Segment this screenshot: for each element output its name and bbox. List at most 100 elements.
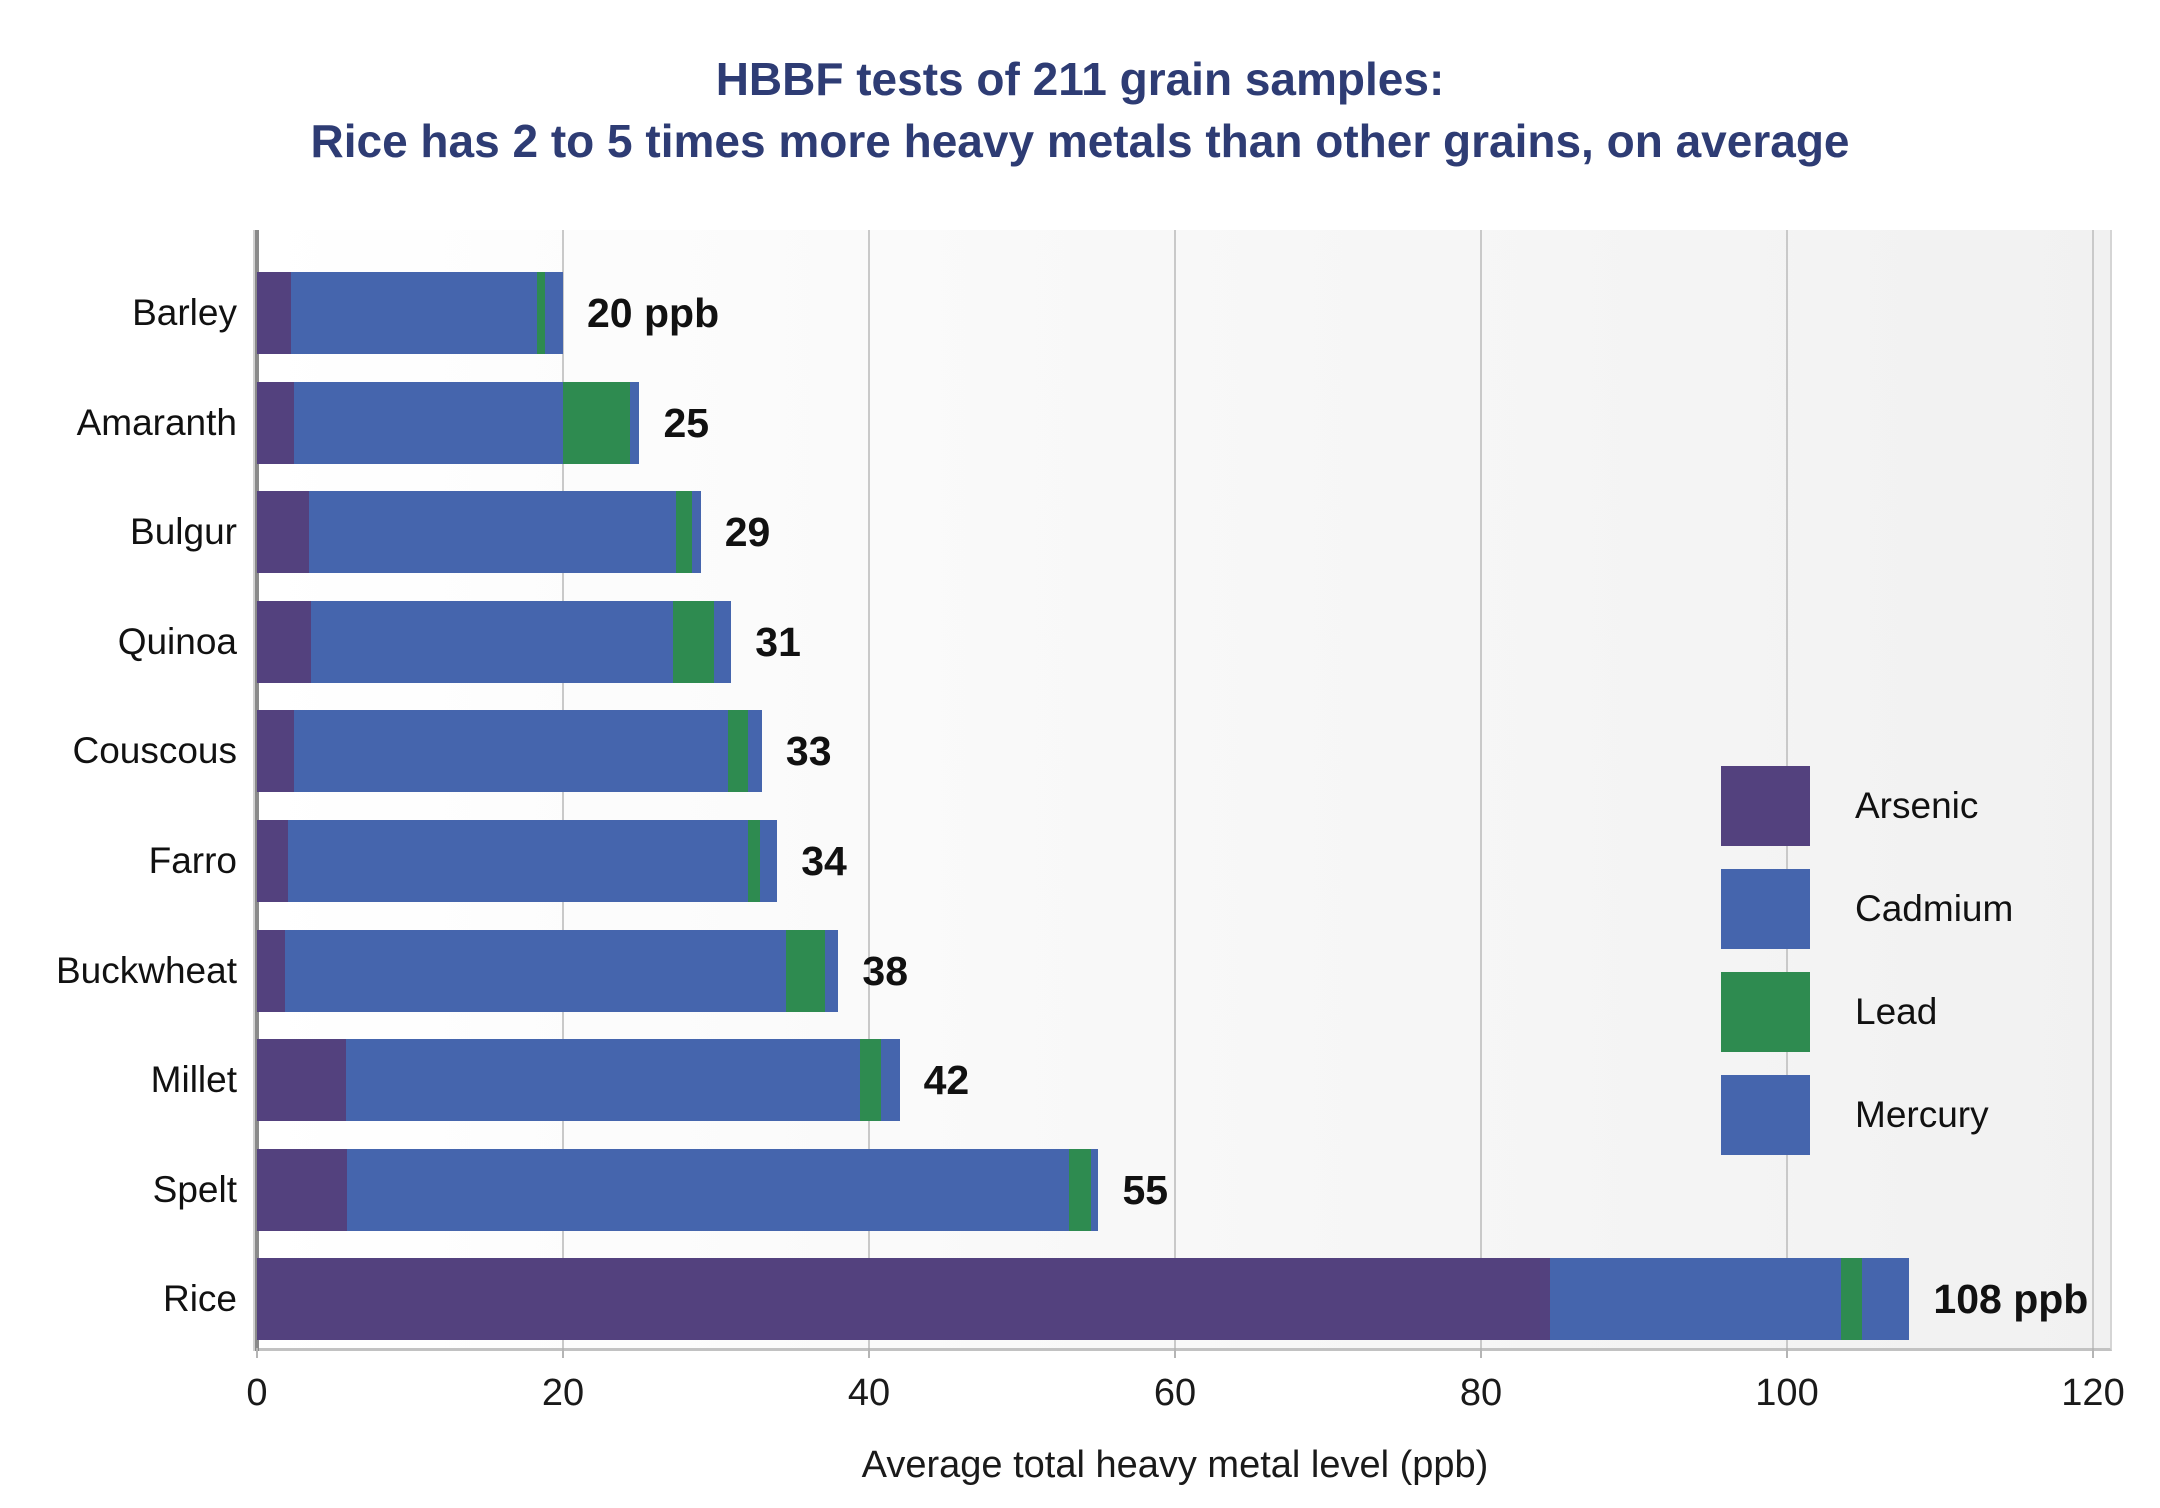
bar-segment-mercury: [824, 929, 839, 1012]
bar-segment-arsenic: [257, 1148, 348, 1231]
legend-swatch-cadmium: [1721, 869, 1810, 949]
bar-segment-arsenic: [257, 1258, 1550, 1341]
x-tick-label: 60: [1153, 1372, 1197, 1414]
bar-value-label: 38: [862, 947, 908, 994]
bar-segment-lead: [786, 929, 825, 1012]
bar-segment-cadmium: [345, 1039, 860, 1122]
category-label: Millet: [150, 1059, 237, 1101]
bar-value-label: 20 ppb: [587, 290, 720, 336]
bar-row: [257, 1258, 1910, 1341]
x-axis-tick: [1174, 1348, 1176, 1358]
gridline: [1480, 230, 1482, 1348]
bar-segment-cadmium: [290, 272, 537, 354]
bar-value-label: 55: [1122, 1166, 1169, 1213]
bar-segment-lead: [728, 710, 749, 793]
bar-segment-lead: [673, 600, 715, 683]
bar-row: [257, 491, 701, 574]
legend-swatch-mercury: [1721, 1075, 1810, 1155]
legend-label: Lead: [1855, 991, 1938, 1032]
bar-segment-arsenic: [257, 272, 291, 354]
bar-segment-arsenic: [257, 491, 310, 574]
bar-segment-mercury: [544, 272, 563, 354]
y-axis-line: [253, 230, 259, 1351]
bar-segment-mercury: [630, 381, 640, 464]
category-label: Amaranth: [76, 401, 237, 443]
bar-segment-cadmium: [309, 491, 677, 574]
bar-row: [257, 272, 563, 354]
legend-label: Arsenic: [1855, 785, 1979, 826]
bar-segment-mercury: [691, 491, 701, 574]
bar-segment-lead: [536, 272, 545, 354]
bar-segment-mercury: [760, 820, 778, 902]
legend-item: Lead: [1721, 972, 2013, 1052]
bar-segment-arsenic: [257, 381, 294, 464]
bar-row: [257, 929, 839, 1012]
bar-segment-lead: [563, 381, 631, 464]
x-axis-title: Average total heavy metal level (ppb): [861, 1444, 1489, 1486]
chart-title-line2: Rice has 2 to 5 times more heavy metals …: [310, 115, 1850, 167]
x-tick-label: 100: [1755, 1372, 1819, 1414]
bar-row: [257, 600, 732, 683]
category-label: Farro: [148, 840, 237, 881]
legend: Arsenic Cadmium Lead Mercury: [1721, 766, 2013, 1178]
legend-item: Cadmium: [1721, 869, 2013, 949]
legend-label: Cadmium: [1855, 888, 2014, 929]
bar-value-label: 25: [663, 399, 710, 446]
bar-segment-arsenic: [257, 600, 311, 683]
bar-segment-cadmium: [287, 820, 749, 902]
bar-segment-cadmium: [293, 710, 729, 793]
bar-segment-mercury: [714, 600, 732, 683]
x-axis-tick: [562, 1348, 564, 1358]
bar-value-label: 34: [801, 838, 847, 884]
legend-swatch-arsenic: [1721, 766, 1810, 846]
bar-segment-cadmium: [310, 600, 674, 683]
category-label: Buckwheat: [56, 949, 237, 991]
category-label: Couscous: [72, 730, 237, 772]
category-label: Bulgur: [130, 511, 237, 553]
bar-segment-mercury: [1090, 1148, 1099, 1231]
x-tick-label: 80: [1459, 1372, 1503, 1414]
bar-segment-lead: [859, 1039, 882, 1122]
x-axis-tick: [1786, 1348, 1788, 1358]
x-tick-label: 40: [847, 1372, 891, 1414]
x-tick-label: 0: [246, 1372, 268, 1414]
chart-title-line1: HBBF tests of 211 grain samples:: [715, 53, 1445, 105]
bar-segment-cadmium: [1549, 1258, 1841, 1341]
gridline: [868, 230, 870, 1348]
bar-segment-mercury: [1861, 1258, 1910, 1341]
bar-value-label: 29: [724, 509, 771, 556]
bar-segment-arsenic: [257, 710, 294, 793]
x-axis-tick: [2092, 1348, 2094, 1358]
x-tick-label: 20: [541, 1372, 585, 1414]
bar-segment-lead: [1840, 1258, 1862, 1341]
x-axis-tick: [868, 1348, 870, 1358]
bar-row: [257, 820, 778, 902]
bar-segment-lead: [1069, 1148, 1091, 1231]
bar-row: [257, 1039, 900, 1122]
bar-row: [257, 710, 762, 793]
bar-segment-arsenic: [257, 1039, 346, 1122]
bar-segment-lead: [748, 820, 761, 902]
bar-value-label: 31: [755, 618, 801, 665]
bar-segment-cadmium: [293, 381, 563, 464]
bar-segment-mercury: [748, 710, 762, 793]
x-axis-tick: [256, 1348, 258, 1358]
bar-segment-mercury: [881, 1039, 900, 1122]
legend-item: Arsenic: [1721, 766, 2013, 846]
x-axis-tick: [1480, 1348, 1482, 1358]
category-label: Barley: [132, 292, 237, 333]
bar-value-label: 33: [785, 728, 832, 775]
legend-swatch-lead: [1721, 972, 1810, 1052]
gridline: [1174, 230, 1176, 1348]
bar-row: [257, 381, 640, 464]
x-tick-label: 120: [2061, 1372, 2125, 1414]
category-label: Spelt: [152, 1168, 237, 1210]
bar-segment-arsenic: [257, 820, 288, 902]
bar-segment-cadmium: [347, 1148, 1070, 1231]
bar-segment-cadmium: [284, 929, 787, 1012]
bar-value-label: 42: [923, 1057, 970, 1104]
bar-row: [257, 1148, 1099, 1231]
category-label: Quinoa: [117, 620, 237, 662]
gridline: [2092, 230, 2094, 1348]
